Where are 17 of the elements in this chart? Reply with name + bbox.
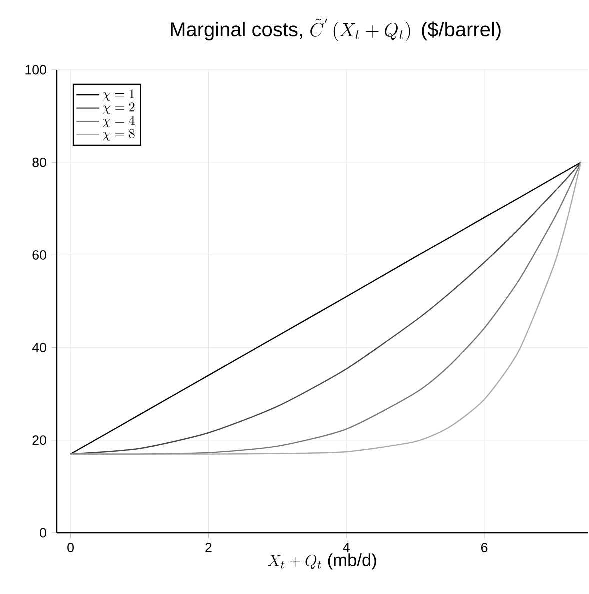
x-tick-label: 0 [68,543,74,552]
x-tick-label: 6 [482,543,488,552]
line-series [70,162,582,455]
legend-label: $\chi = 1$ [103,89,134,102]
y-tick-label: 20 [32,436,46,446]
y-tick-label: 0 [40,528,46,538]
x-axis-title: $X_t+Q_t\mbox{ (mb/d)}$ [268,554,376,570]
legend-label: $\chi = 4$ [103,116,135,128]
y-tick-label: 60 [32,250,46,260]
legend-label: $\chi = 2$ [103,102,135,114]
legend-label: $\chi = 8$ [103,129,135,141]
y-tick-label: 40 [32,343,46,353]
x-tick-label: 2 [206,543,212,552]
x-tick-label: 4 [343,543,350,552]
chart-title: $\mbox{Marginal costs, }\tilde{C}^{'}\left(X_t+Q_t\right)\mbox{ (\$/barrel)}$ [171,18,501,42]
y-tick-label: 80 [32,158,46,168]
y-tick-label: 100 [26,65,46,75]
